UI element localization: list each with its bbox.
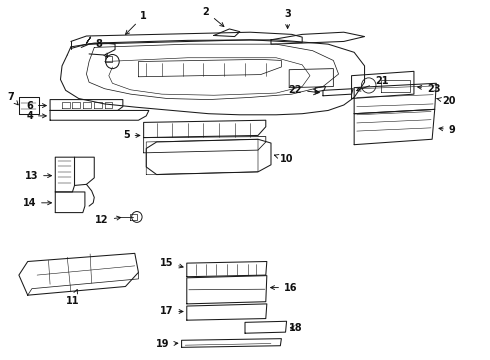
Text: 21: 21 [357, 76, 389, 91]
Text: 3: 3 [284, 9, 291, 28]
Text: 6: 6 [26, 100, 46, 111]
Text: 10: 10 [274, 154, 294, 165]
Text: 8: 8 [95, 39, 108, 57]
Text: 15: 15 [160, 258, 183, 268]
Text: 22: 22 [289, 85, 319, 95]
Text: 5: 5 [123, 130, 140, 140]
Text: 1: 1 [125, 11, 147, 35]
Text: 9: 9 [439, 125, 456, 135]
Text: 2: 2 [203, 6, 224, 27]
Text: 19: 19 [156, 339, 178, 349]
Text: 11: 11 [66, 289, 79, 306]
Text: 20: 20 [437, 96, 456, 106]
Text: 4: 4 [26, 111, 46, 121]
Text: 12: 12 [96, 215, 121, 225]
Text: 7: 7 [8, 93, 18, 105]
Text: 23: 23 [417, 84, 441, 94]
Text: 13: 13 [24, 171, 51, 181]
Text: 16: 16 [270, 283, 297, 293]
Text: 14: 14 [23, 198, 51, 208]
Text: 17: 17 [160, 306, 183, 316]
Text: 18: 18 [289, 323, 303, 333]
